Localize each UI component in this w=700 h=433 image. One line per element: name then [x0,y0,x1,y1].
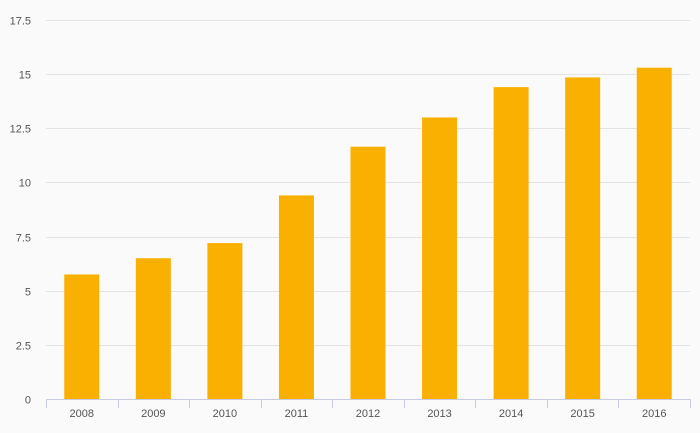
x-tick-label: 2016 [642,408,666,420]
x-tick-label: 2009 [141,408,165,420]
y-tick-label: 2.5 [16,341,31,353]
x-axis-tick-labels: 2008 2009 2010 2011 2012 2013 2014 2015 2016 [70,408,667,420]
y-axis-tick-labels: 0 2.5 5 7.5 10 12.5 15 17.5 [10,16,31,407]
x-tick-label: 2014 [499,408,523,420]
bar-2008[interactable] [64,274,100,399]
x-tick-label: 2010 [213,408,237,420]
bar-2012[interactable] [350,146,386,399]
y-tick-label: 10 [19,178,31,190]
x-tick-label: 2011 [285,408,309,420]
bar-2009[interactable] [135,258,171,399]
y-tick-label: 17.5 [10,16,31,28]
bar-2011[interactable] [278,195,314,399]
y-tick-label: 15 [19,70,31,82]
x-tick-label: 2013 [427,408,451,420]
bar-2014[interactable] [493,87,529,399]
x-tick-label: 2015 [570,408,594,420]
x-tick-label: 2008 [70,408,94,420]
y-tick-label: 5 [25,287,31,299]
bars [64,67,672,400]
bar-2015[interactable] [565,77,601,400]
bar-2016[interactable] [636,67,672,399]
bar-2013[interactable] [422,117,458,399]
bar-2010[interactable] [207,243,243,399]
x-axis [46,399,691,408]
y-tick-label: 0 [25,395,31,407]
x-tick-label: 2012 [356,408,380,420]
y-tick-label: 7.5 [16,233,31,245]
y-tick-label: 12.5 [10,124,31,136]
